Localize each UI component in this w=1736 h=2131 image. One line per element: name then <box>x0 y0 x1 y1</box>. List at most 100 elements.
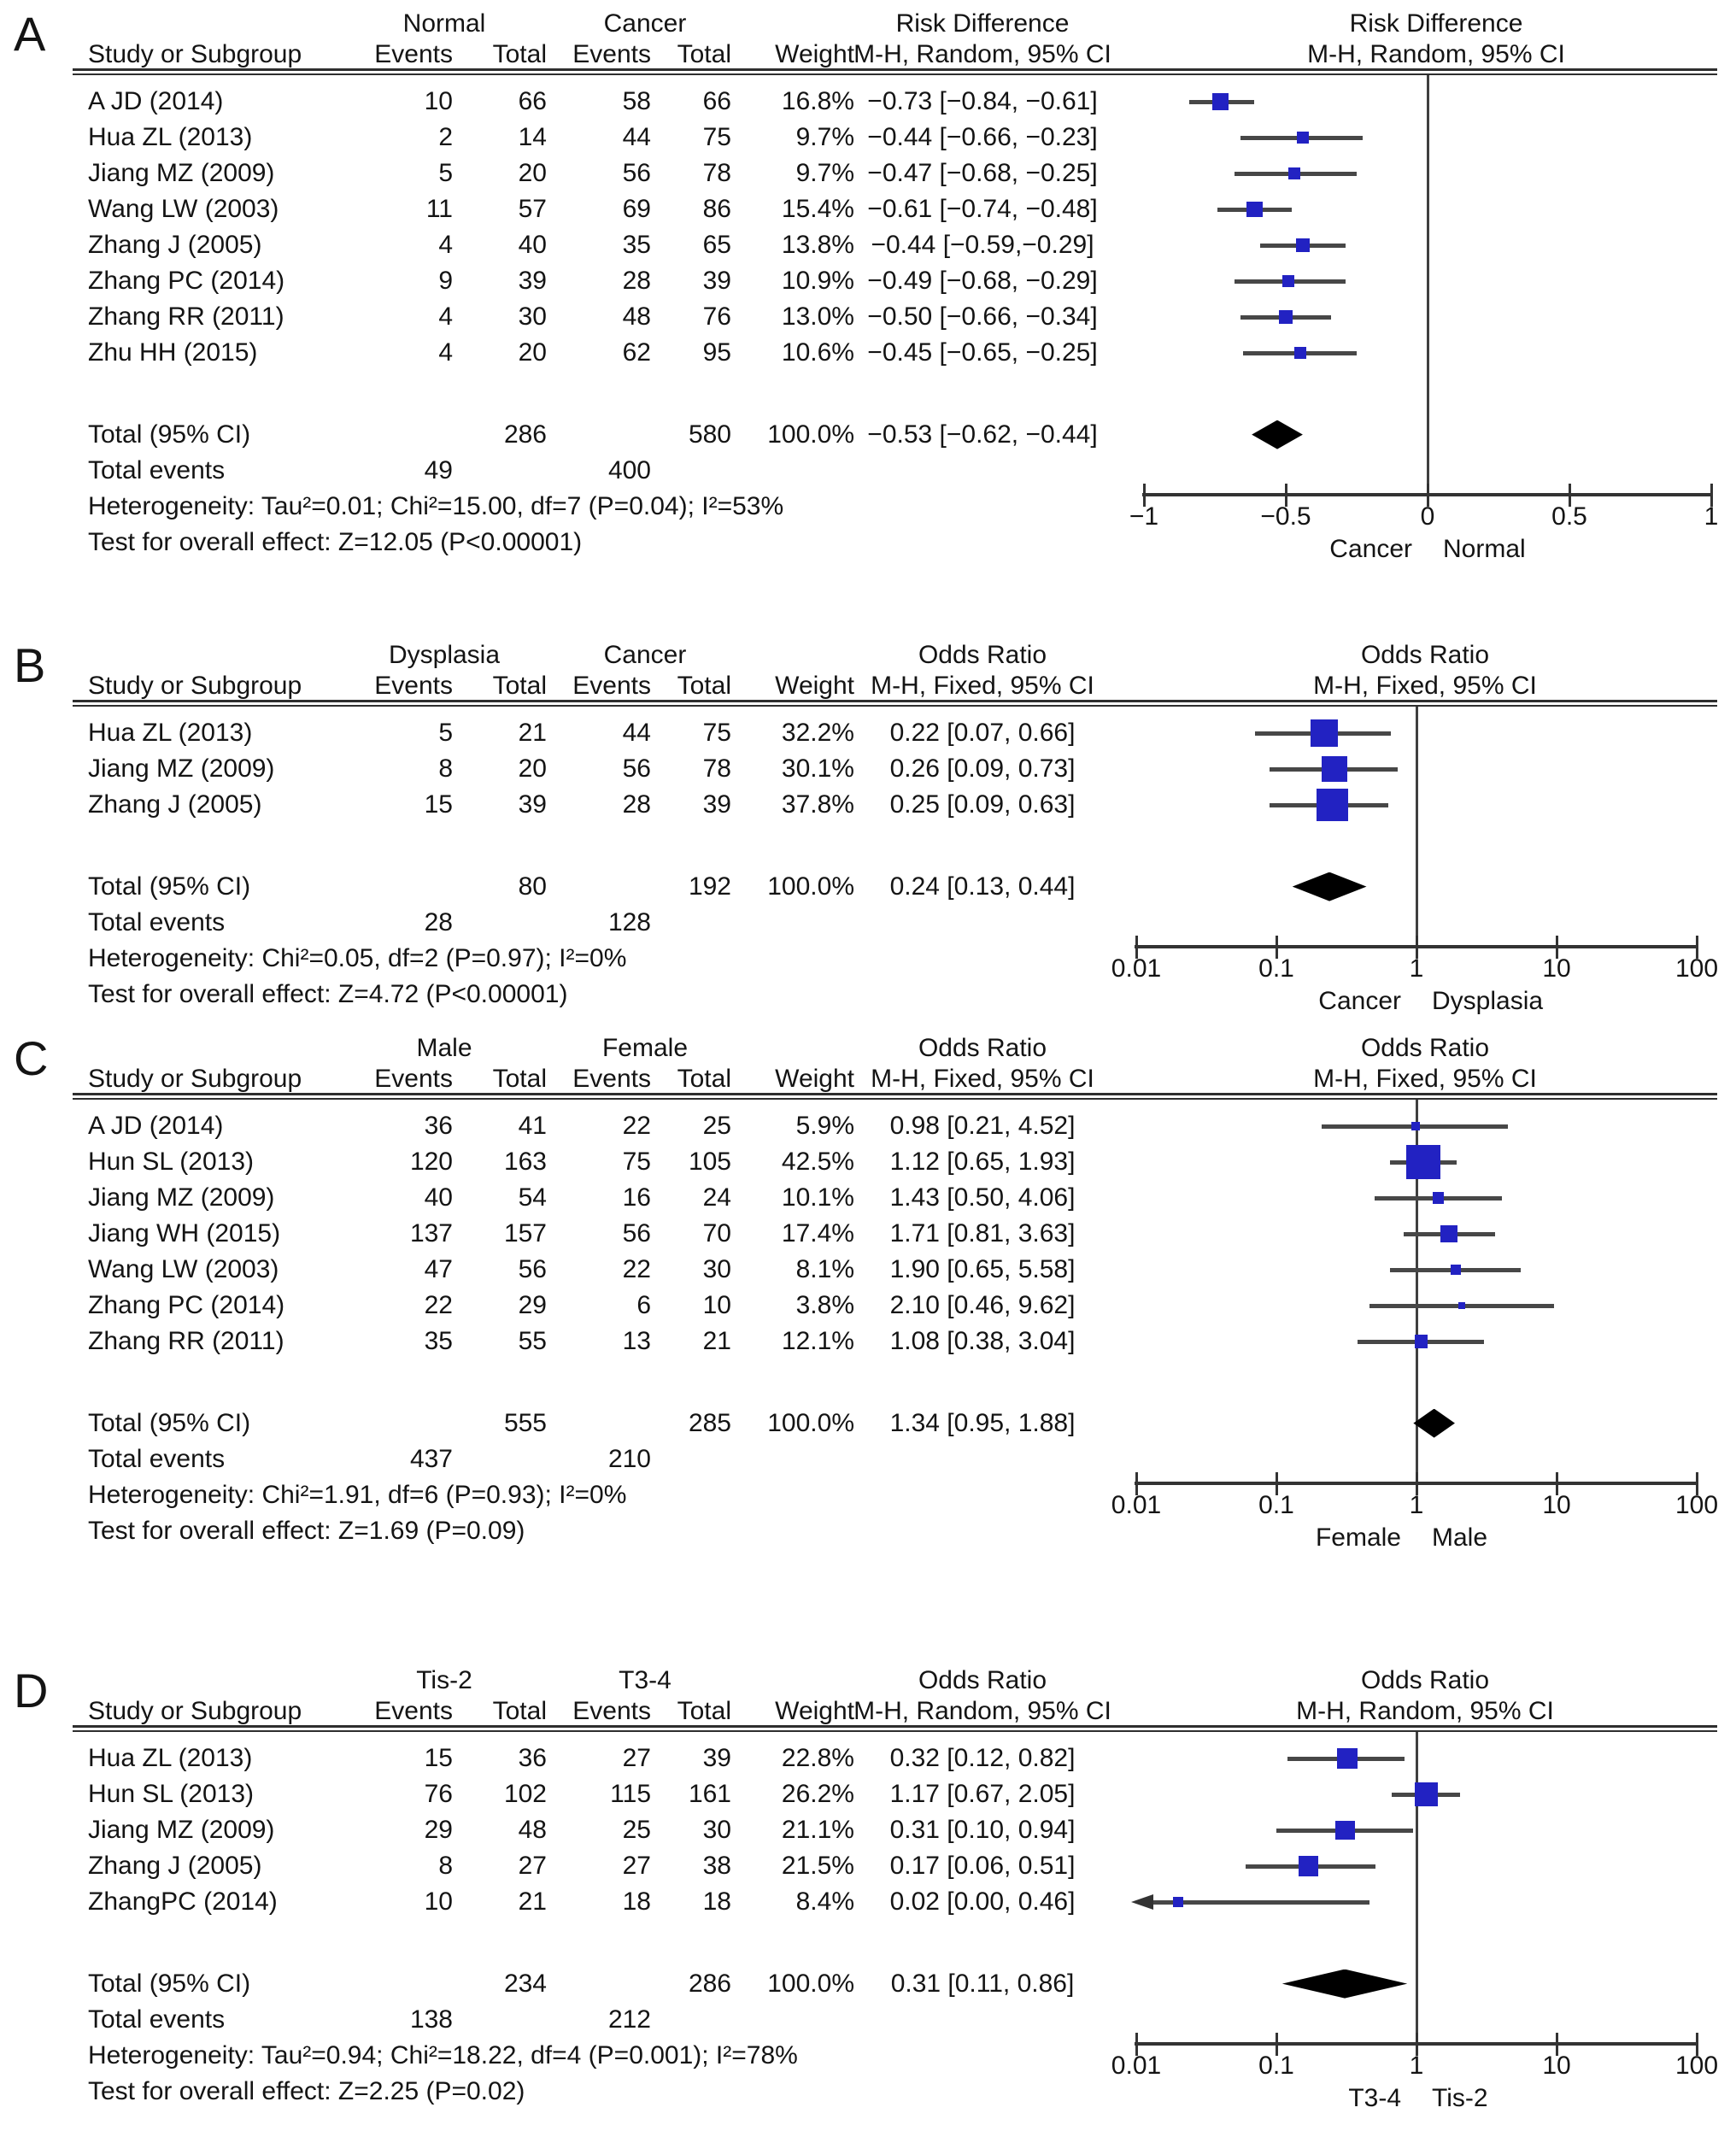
study-label: Hua ZL (2013) <box>88 719 253 747</box>
point-estimate-marker <box>1297 132 1309 144</box>
events1-value: 29 <box>424 1816 453 1844</box>
events2-value: 27 <box>622 1852 651 1880</box>
axis-tick-label: 100 <box>1674 1490 1719 1519</box>
events1-column-header: Events <box>374 672 453 700</box>
total-events-label: Total events <box>88 455 226 484</box>
events1-value: 4 <box>438 231 453 259</box>
axis-tick-label: 1 <box>1409 1490 1424 1519</box>
events2-value: 44 <box>622 719 651 747</box>
effect-method-header: M-H, Random, 95% CI <box>853 40 1111 68</box>
total1-value: 41 <box>518 1112 547 1140</box>
total2-value: 78 <box>702 159 731 187</box>
total-effect-ci: −0.53 [−0.62, −0.44] <box>867 420 1098 449</box>
events1-value: 36 <box>424 1112 453 1140</box>
axis-tick-label: 0.1 <box>1258 1490 1294 1519</box>
axis-tick <box>1695 2032 1698 2056</box>
null-effect-line <box>1416 707 1418 948</box>
axis-tick-label: 0.5 <box>1551 502 1587 531</box>
point-estimate-marker <box>1414 1335 1428 1348</box>
point-estimate-marker <box>1299 1856 1319 1876</box>
events2-column-header: Events <box>572 1697 651 1725</box>
confidence-interval-line <box>1152 1899 1369 1905</box>
heterogeneity-text: Heterogeneity: Tau²=0.94; Chi²=18.22, df… <box>88 2040 798 2069</box>
null-effect-line <box>1416 1100 1418 1485</box>
total1-value: 157 <box>503 1219 547 1247</box>
axis-tick <box>1415 935 1418 959</box>
total1-value: 20 <box>518 338 547 367</box>
events1-value: 11 <box>425 195 453 223</box>
total2-value: 10 <box>702 1291 731 1319</box>
total1-value: 14 <box>518 123 547 151</box>
plot-column-title: Odds Ratio <box>1360 1034 1490 1062</box>
total1-column-header: Total <box>492 1697 547 1725</box>
point-estimate-marker <box>1336 1747 1358 1770</box>
effect-ci-value: 1.17 [0.67, 2.05] <box>889 1780 1076 1808</box>
events2-column-header: Events <box>572 672 651 700</box>
total1-column-header: Total <box>492 1065 547 1093</box>
null-effect-line <box>1416 1732 1418 2046</box>
weight-value: 15.4% <box>781 195 854 223</box>
effect-ci-value: −0.73 [−0.84, −0.61] <box>867 87 1098 115</box>
study-column-header: Study or Subgroup <box>88 1065 302 1093</box>
forest-panel-A: A Normal Cancer Risk Difference Risk Differe… <box>0 5 1736 584</box>
axis-tick-label: 0.01 <box>1111 1490 1162 1519</box>
overall-effect-text: Test for overall effect: Z=12.05 (P<0.00… <box>88 527 583 556</box>
axis-tick-label: 1 <box>1409 954 1424 983</box>
point-estimate-marker <box>1278 309 1293 325</box>
total1-value: 30 <box>518 302 547 331</box>
effect-method-header: M-H, Random, 95% CI <box>853 1697 1111 1725</box>
axis-tick <box>1695 935 1698 959</box>
axis-tick-label: 100 <box>1674 954 1719 983</box>
weight-value: 32.2% <box>781 719 854 747</box>
point-estimate-marker <box>1246 201 1263 218</box>
total2-value: 78 <box>702 754 731 783</box>
effect-column-title: Odds Ratio <box>918 1034 1047 1062</box>
total1-value: 21 <box>518 719 547 747</box>
weight-column-header: Weight <box>775 1697 854 1725</box>
effect-method-header: M-H, Fixed, 95% CI <box>871 672 1094 700</box>
axis-tick-label: 1 <box>1704 502 1719 531</box>
study-label: Zhang PC (2014) <box>88 267 285 295</box>
effect-ci-value: 0.17 [0.06, 0.51] <box>889 1852 1076 1880</box>
study-label: Zhang J (2005) <box>88 231 262 259</box>
total-row-label: Total (95% CI) <box>88 1408 251 1437</box>
study-label: Jiang MZ (2009) <box>88 1183 275 1212</box>
axis-tick <box>1284 483 1287 507</box>
total2-column-header: Total <box>677 40 731 68</box>
total-weight: 100.0% <box>767 872 854 901</box>
total-events-label: Total events <box>88 1444 226 1473</box>
study-label: Zhang J (2005) <box>88 1852 262 1880</box>
events2-value: 48 <box>622 302 651 331</box>
total1-sum: 286 <box>503 420 547 449</box>
axis-tick-label: 10 <box>1542 2051 1571 2080</box>
total1-value: 56 <box>518 1255 547 1283</box>
events1-value: 2 <box>438 123 453 151</box>
study-column-header: Study or Subgroup <box>88 1697 302 1725</box>
group1-header: Tis-2 <box>416 1666 472 1694</box>
events2-value: 44 <box>622 123 651 151</box>
axis-tick <box>1142 483 1146 507</box>
pooled-diamond <box>1252 420 1303 449</box>
total2-value: 75 <box>702 123 731 151</box>
axis-tick <box>1568 483 1571 507</box>
total1-sum: 234 <box>503 1969 547 1998</box>
group2-header: Female <box>601 1034 689 1062</box>
weight-value: 9.7% <box>795 123 854 151</box>
weight-value: 8.4% <box>795 1887 854 1916</box>
axis-tick-label: 0 <box>1420 502 1435 531</box>
total2-value: 105 <box>688 1148 731 1176</box>
events2-value: 28 <box>622 790 651 819</box>
events2-value: 56 <box>622 754 651 783</box>
heterogeneity-text: Heterogeneity: Chi²=1.91, df=6 (P=0.93);… <box>88 1480 627 1509</box>
point-estimate-marker <box>1440 1225 1458 1242</box>
events1-column-header: Events <box>374 1065 453 1093</box>
total2-value: 75 <box>702 719 731 747</box>
events1-value: 4 <box>438 302 453 331</box>
panel-letter: A <box>14 7 46 61</box>
point-estimate-marker <box>1316 789 1348 821</box>
effect-column-title: Odds Ratio <box>918 641 1047 669</box>
axis-tick <box>1275 2032 1278 2056</box>
effect-ci-value: −0.61 [−0.74, −0.48] <box>867 195 1098 223</box>
study-label: Hun SL (2013) <box>88 1780 255 1808</box>
